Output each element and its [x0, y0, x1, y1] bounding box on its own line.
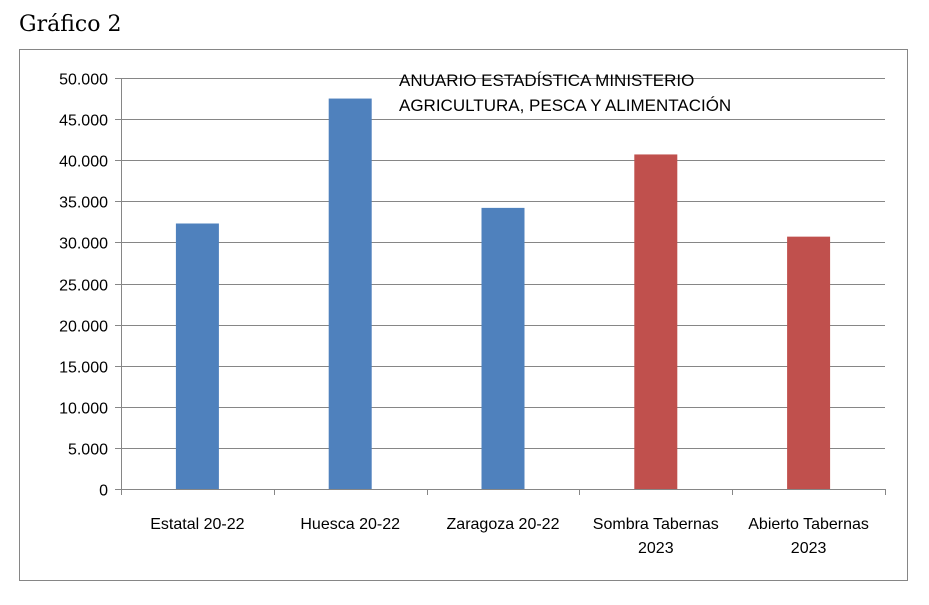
y-tick-label: 10.000 [59, 401, 108, 418]
y-tick-label: 15.000 [59, 360, 108, 377]
chart-annotation: ANUARIO ESTADÍSTICA MINISTERIO AGRICULTUR… [399, 71, 731, 115]
x-tick-label: Sombra Tabernas 2023 [593, 516, 719, 557]
chart-frame [19, 49, 908, 581]
bar [328, 98, 372, 490]
x-tick-label: Estatal 20-22 [150, 516, 244, 533]
x-tick-label: Abierto Tabernas 2023 [748, 516, 869, 557]
y-tick-label: 5.000 [68, 442, 108, 459]
bar [634, 154, 678, 490]
bar [787, 236, 831, 489]
x-tick-label: Zaragoza 20-22 [447, 516, 560, 533]
y-tick-label: 20.000 [59, 319, 108, 336]
y-tick-label: 0 [99, 483, 108, 500]
bar [481, 207, 525, 489]
y-tick-label: 35.000 [59, 195, 108, 212]
y-tick-label: 25.000 [59, 278, 108, 295]
y-tick-label: 50.000 [59, 72, 108, 89]
bar [175, 223, 219, 489]
y-tick-label: 45.000 [59, 113, 108, 130]
y-tick-label: 30.000 [59, 236, 108, 253]
y-tick-label: 40.000 [59, 154, 108, 171]
figure-label: Gráfico 2 [19, 12, 122, 37]
x-tick-label: Huesca 20-22 [300, 516, 400, 533]
